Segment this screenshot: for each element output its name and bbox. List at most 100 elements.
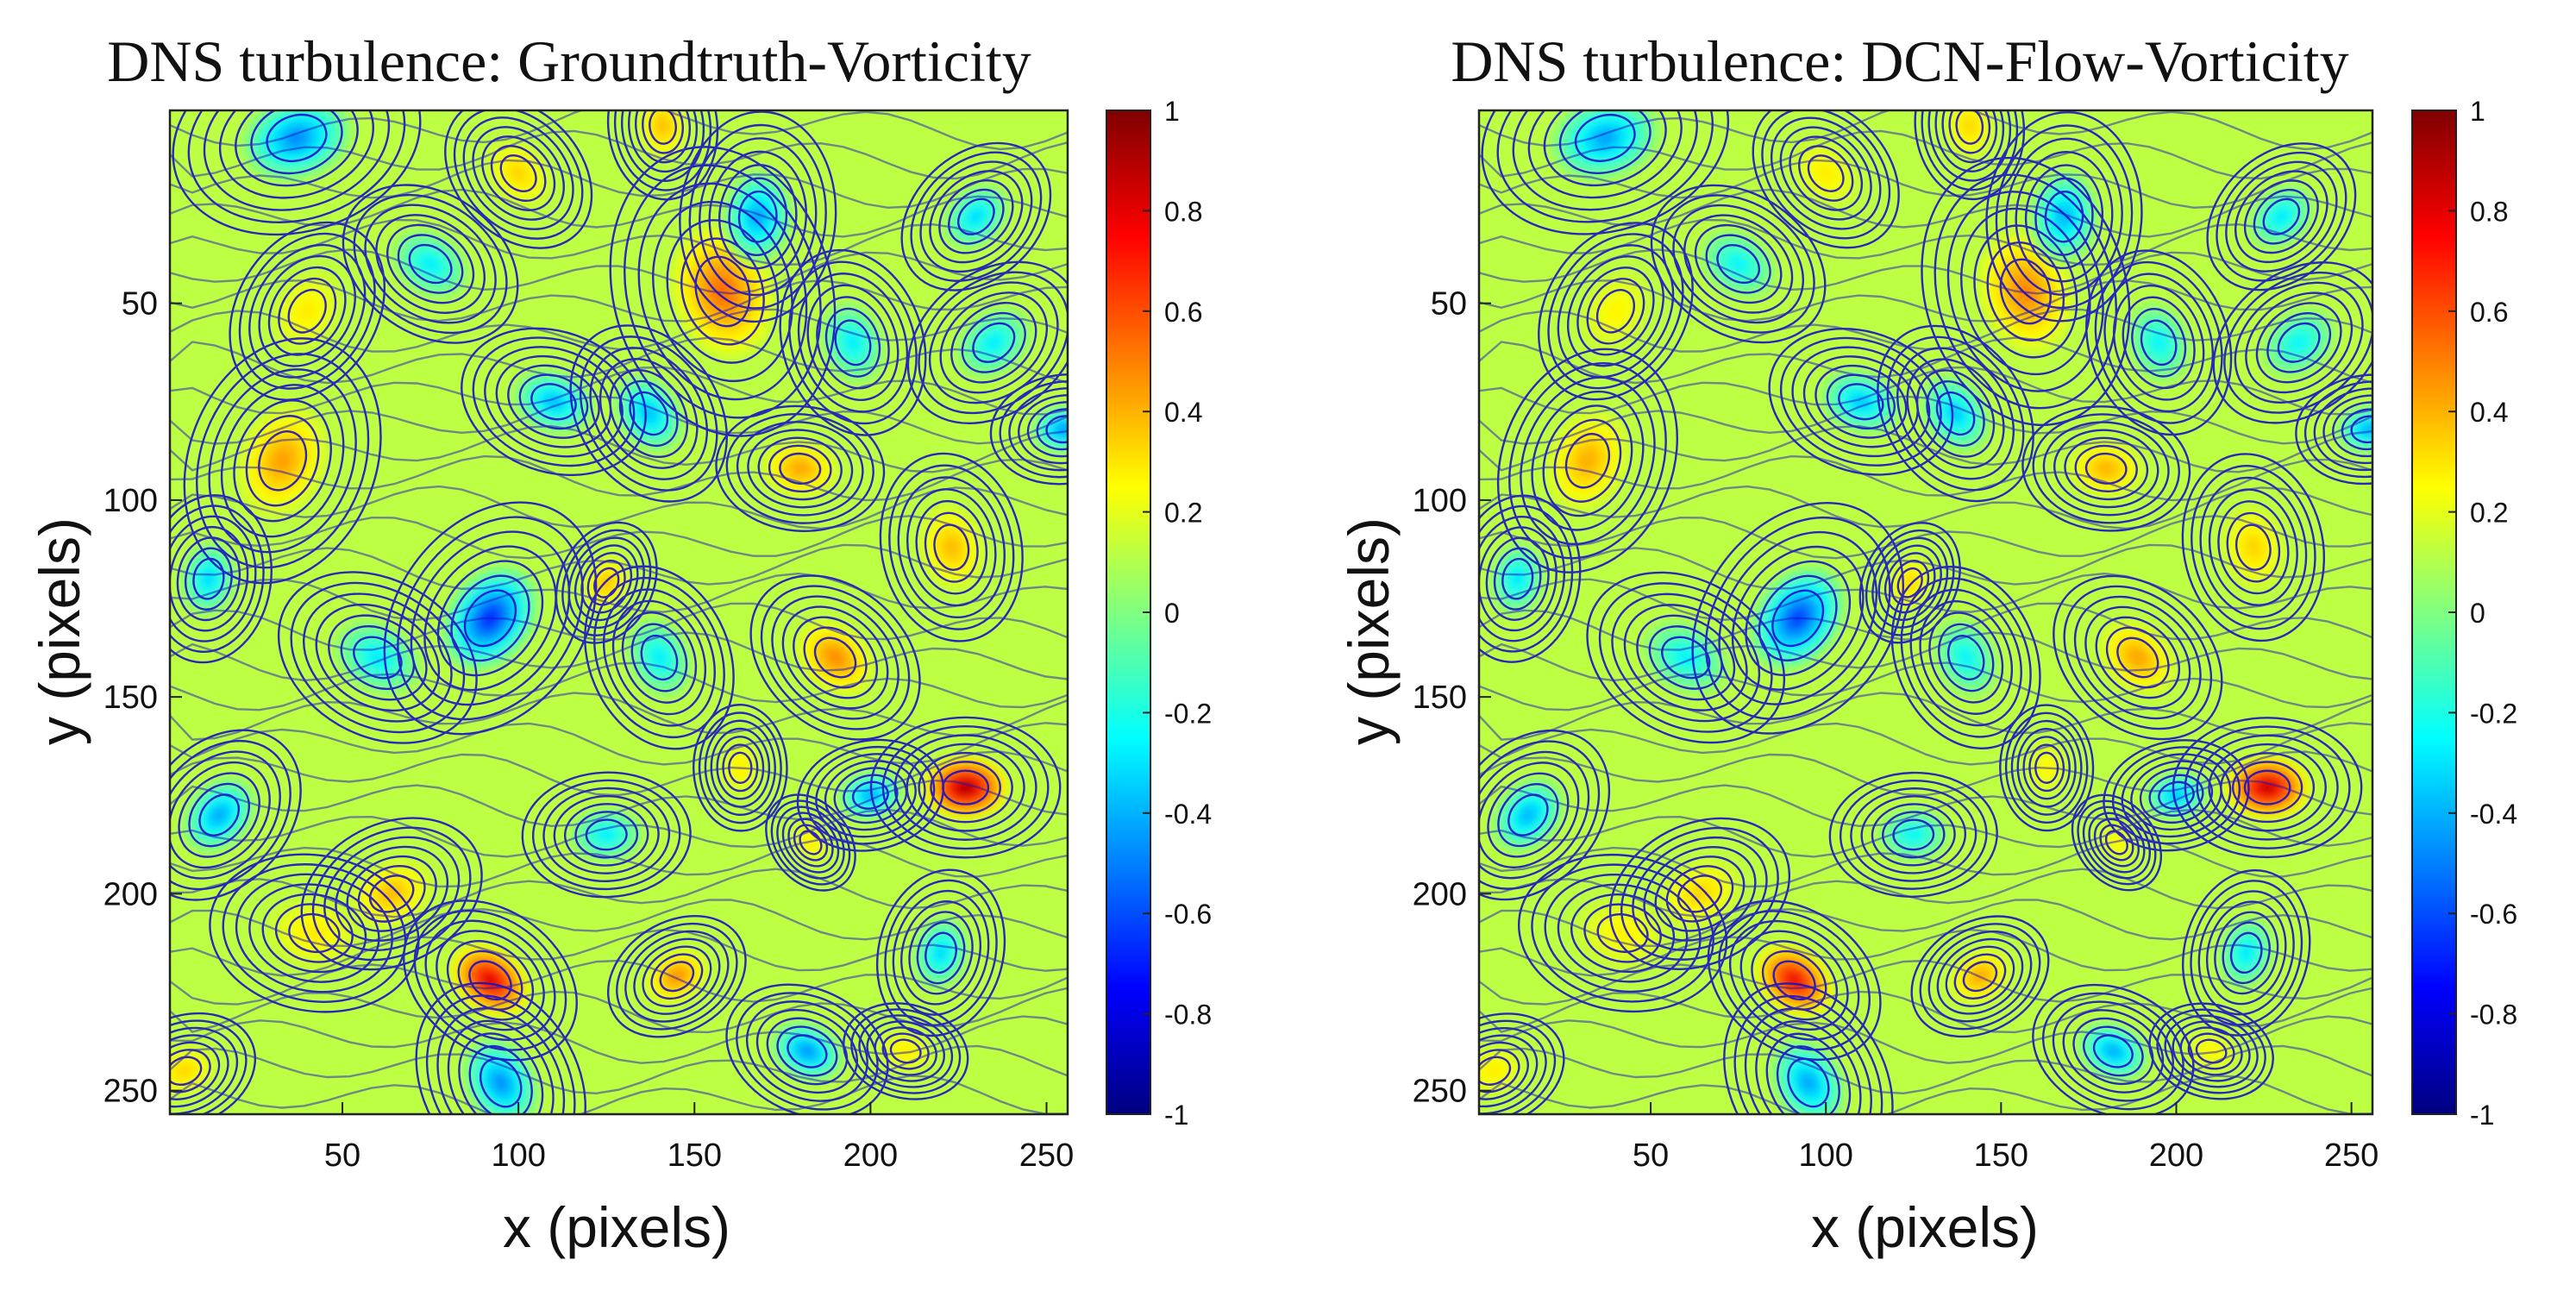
streamline	[599, 358, 699, 469]
streamline	[760, 585, 911, 730]
streamline	[2222, 921, 2271, 985]
streamline	[866, 1020, 946, 1082]
streamline	[461, 327, 647, 477]
streamline	[1728, 919, 1860, 1041]
streamline	[1497, 782, 1559, 848]
streamline	[1787, 1057, 1830, 1108]
streamline	[749, 574, 921, 741]
streamline	[2158, 780, 2195, 810]
streamline	[170, 729, 302, 901]
streamline	[2214, 911, 2279, 995]
y-tick-label: 200	[1413, 876, 1467, 912]
streamline	[300, 817, 483, 971]
streamline	[1479, 740, 1601, 890]
streamline	[2277, 322, 2321, 363]
streamline	[781, 812, 840, 874]
streamline	[2034, 177, 2094, 256]
vortex-ring	[1974, 971, 1985, 981]
plot-frame	[168, 109, 1069, 1116]
streamline	[2341, 408, 2372, 451]
streamline	[609, 368, 689, 458]
streamline	[1481, 110, 1730, 235]
streamline	[368, 874, 415, 913]
streamline	[1758, 574, 1838, 662]
streamline	[1946, 191, 2104, 392]
streamline	[209, 853, 420, 1013]
streamline	[170, 188, 1068, 238]
streamline	[1479, 485, 2372, 530]
streamline	[397, 516, 584, 721]
vortex-ring	[2153, 335, 2165, 350]
vortex-positive	[762, 440, 838, 498]
streamline	[484, 346, 624, 458]
streamline	[261, 893, 367, 974]
streamline	[579, 335, 718, 492]
streamline	[1877, 544, 1942, 622]
streamline	[950, 302, 1037, 384]
streamline	[1531, 863, 1714, 1003]
streamline	[1479, 543, 2372, 591]
vortex-ring	[423, 258, 437, 270]
streamline	[1934, 110, 2005, 172]
streamline	[444, 110, 593, 249]
left-plot-area	[168, 109, 1069, 1116]
right-chart-title: DNS turbulence: DCN-Flow-Vorticity	[1451, 28, 2348, 94]
streamline	[933, 523, 970, 571]
streamline	[1547, 233, 1684, 390]
streamline	[2130, 760, 2222, 831]
colorbar-tick-label: 1	[2470, 96, 2485, 127]
streamline	[563, 803, 649, 867]
streamline	[235, 110, 359, 187]
streamline	[806, 284, 899, 401]
streamline	[2197, 890, 2295, 1016]
streamline	[1921, 110, 2019, 191]
vortex-ring	[1907, 830, 1921, 840]
streamline	[824, 760, 917, 831]
vortex-negative	[1875, 806, 1952, 863]
streamline	[1598, 582, 1773, 733]
streamline	[796, 738, 945, 852]
streamline	[850, 1008, 962, 1094]
streamline	[1479, 494, 1582, 663]
streamline	[375, 214, 486, 314]
streamline	[1479, 1041, 1529, 1100]
streamline	[793, 824, 829, 862]
streamline	[999, 380, 1068, 479]
streamline	[218, 110, 375, 199]
streamline	[288, 912, 341, 954]
streamline	[2103, 739, 2250, 852]
streamline	[765, 793, 856, 892]
streamline	[1479, 868, 2372, 918]
streamline	[816, 296, 890, 390]
streamline	[755, 1008, 859, 1094]
streamline	[2217, 500, 2290, 595]
streamline	[803, 626, 868, 689]
streamline	[805, 745, 936, 845]
streamline	[1543, 110, 1667, 187]
streamline	[910, 151, 1043, 282]
streamline	[1479, 336, 2372, 385]
streamline	[1485, 536, 1550, 621]
streamline	[290, 581, 466, 734]
vortex-ring	[2247, 540, 2259, 555]
streamline	[1479, 928, 2372, 977]
streamline	[530, 383, 577, 421]
streamline	[472, 126, 565, 221]
streamline	[311, 826, 472, 962]
streamline	[824, 307, 881, 378]
streamline	[918, 271, 1068, 415]
streamline	[170, 722, 1068, 766]
streamline	[170, 1026, 239, 1114]
streamline	[1768, 327, 1954, 476]
streamline	[170, 1015, 1068, 1064]
vortex-negative	[2143, 770, 2209, 821]
streamline	[2231, 761, 2303, 814]
streamline	[1877, 324, 2034, 503]
streamline	[170, 692, 1068, 741]
streamline	[278, 277, 337, 345]
streamline	[1791, 346, 1931, 458]
streamline	[961, 311, 1026, 373]
streamline	[1770, 116, 1882, 230]
streamline	[948, 188, 1005, 245]
streamline	[1946, 635, 1985, 680]
